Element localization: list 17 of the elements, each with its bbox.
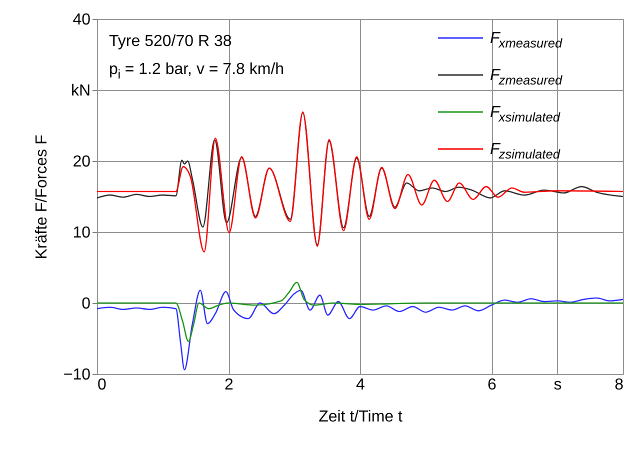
y-tick-label: 0 xyxy=(82,296,91,312)
x-tick-label: 8 xyxy=(614,376,624,394)
y-axis-title: Kräfte F/Forces F xyxy=(33,134,50,260)
x-tick-label: 6 xyxy=(488,376,497,394)
x-tick-label: 4 xyxy=(356,376,366,394)
y-tick-label: −10 xyxy=(63,366,91,384)
y-tick-label: 40 xyxy=(72,12,91,28)
x-tick-label: s xyxy=(554,376,562,394)
line-series xyxy=(97,282,623,342)
x-tick-label: 0 xyxy=(98,376,106,394)
annotation: Tyre 520/70 R 38 xyxy=(109,33,232,50)
y-tick-label: 20 xyxy=(72,154,91,170)
y-tick-label: kN xyxy=(70,82,90,100)
y-tick-label: 10 xyxy=(72,224,91,242)
x-axis-title: Zeit t/Time t xyxy=(318,408,403,426)
x-tick-label: 2 xyxy=(224,376,234,394)
line-series xyxy=(97,290,623,370)
